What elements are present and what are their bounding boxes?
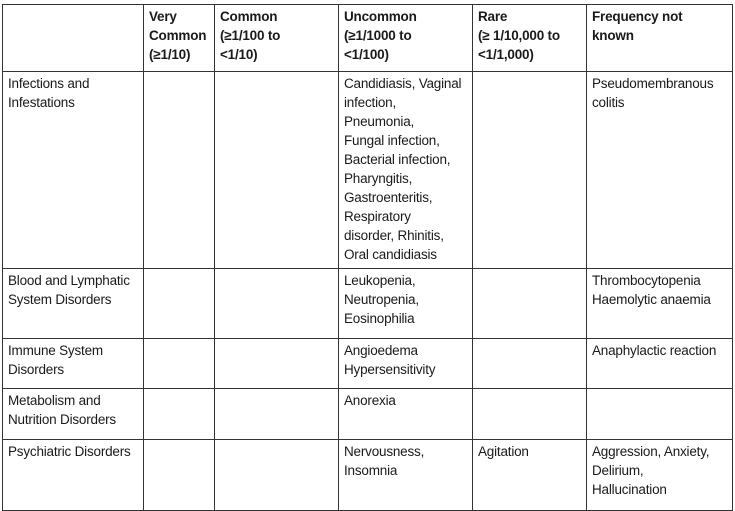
table-row: Immune System Disorders Angioedema Hyper… xyxy=(2,338,733,389)
organ-class-cell: Metabolism and Nutrition Disorders xyxy=(2,388,144,440)
adverse-reactions-table: Very Common (≥1/10) Common (≥1/100 to <1… xyxy=(2,4,733,511)
not-known-cell: Pseudomembranous colitis xyxy=(586,71,733,269)
uncommon-cell: Anorexia xyxy=(338,388,473,440)
header-row: Very Common (≥1/10) Common (≥1/100 to <1… xyxy=(2,4,733,72)
rare-cell xyxy=(472,338,587,389)
header-organ-class xyxy=(2,4,144,72)
header-common: Common (≥1/100 to <1/10) xyxy=(214,4,339,72)
not-known-cell: Aggression, Anxiety, Delirium, Hallucina… xyxy=(586,439,733,511)
very-common-cell xyxy=(143,268,215,339)
uncommon-cell: Candidiasis, Vaginal infection, Pneumoni… xyxy=(338,71,473,269)
rare-cell xyxy=(472,71,587,269)
very-common-cell xyxy=(143,439,215,511)
common-cell xyxy=(214,268,339,339)
not-known-cell xyxy=(586,388,733,440)
uncommon-cell: Leukopenia, Neutropenia, Eosinophilia xyxy=(338,268,473,339)
organ-class-cell: Infections and Infestations xyxy=(2,71,144,269)
not-known-cell: Thrombocytopenia Haemolytic anaemia xyxy=(586,268,733,339)
table-row: Infections and Infestations Candidiasis,… xyxy=(2,71,733,269)
header-uncommon: Uncommon (≥1/1000 to <1/100) xyxy=(338,4,473,72)
very-common-cell xyxy=(143,388,215,440)
uncommon-cell: Angioedema Hypersensitivity xyxy=(338,338,473,389)
very-common-cell xyxy=(143,71,215,269)
common-cell xyxy=(214,71,339,269)
rare-cell xyxy=(472,268,587,339)
uncommon-cell: Nervousness, Insomnia xyxy=(338,439,473,511)
header-very-common: Very Common (≥1/10) xyxy=(143,4,215,72)
table-row: Metabolism and Nutrition Disorders Anore… xyxy=(2,388,733,440)
organ-class-cell: Psychiatric Disorders xyxy=(2,439,144,511)
organ-class-cell: Immune System Disorders xyxy=(2,338,144,389)
header-frequency-not-known: Frequency not known xyxy=(586,4,733,72)
table-row: Blood and Lymphatic System Disorders Leu… xyxy=(2,268,733,339)
not-known-cell: Anaphylactic reaction xyxy=(586,338,733,389)
common-cell xyxy=(214,388,339,440)
common-cell xyxy=(214,439,339,511)
header-rare: Rare (≥ 1/10,000 to <1/1,000) xyxy=(472,4,587,72)
table-row: Psychiatric Disorders Nervousness, Insom… xyxy=(2,439,733,511)
organ-class-cell: Blood and Lymphatic System Disorders xyxy=(2,268,144,339)
very-common-cell xyxy=(143,338,215,389)
rare-cell xyxy=(472,388,587,440)
rare-cell: Agitation xyxy=(472,439,587,511)
common-cell xyxy=(214,338,339,389)
